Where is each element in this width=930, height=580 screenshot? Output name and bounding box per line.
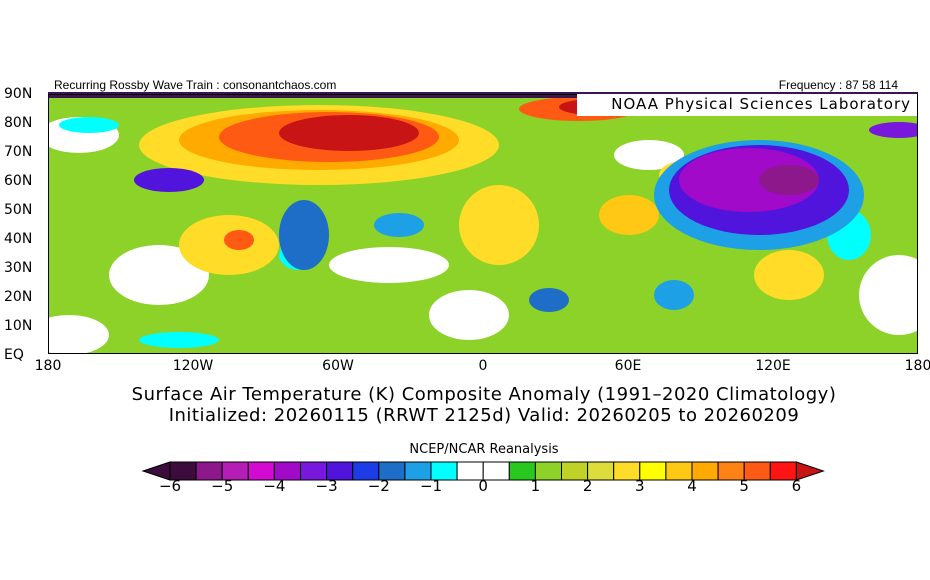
colorbar-tick-label: 3: [635, 477, 645, 495]
colorbar-tick-label: 4: [687, 477, 697, 495]
colorbar-high-arrow: [795, 461, 825, 481]
lat-label: 70N: [4, 144, 33, 160]
lon-label: 180: [904, 358, 930, 374]
colorbar: [141, 461, 825, 481]
lon-label: 120W: [172, 358, 214, 374]
lab-label: NOAA Physical Sciences Laboratory: [577, 94, 917, 116]
lat-label: EQ: [4, 347, 24, 363]
map-title: Surface Air Temperature (K) Composite An…: [131, 384, 837, 405]
anomaly-map: [48, 94, 918, 354]
top-border: [48, 92, 918, 94]
source-label: Recurring Rossby Wave Train : consonantc…: [54, 78, 337, 92]
lat-label: 20N: [4, 289, 33, 305]
colorbar-tick-label: −6: [158, 477, 182, 495]
colorbar-tick-label: −5: [211, 477, 234, 495]
cold-areas: [134, 122, 917, 312]
frequency-label: Frequency : 87 58 114: [778, 78, 898, 92]
colorbar-tick-label: −3: [315, 477, 338, 495]
lat-label: 80N: [4, 115, 33, 131]
lat-label: 30N: [4, 260, 33, 276]
colorbar-tick-label: −1: [419, 477, 443, 495]
colorbar-title: NCEP/NCAR Reanalysis: [409, 442, 559, 457]
colorbar-tick-label: −2: [367, 477, 390, 495]
lat-label: 90N: [4, 86, 33, 102]
warm-areas: [139, 97, 824, 300]
colorbar-tick-label: 2: [582, 477, 593, 495]
lat-label: 50N: [4, 202, 33, 218]
lat-label: 10N: [4, 318, 33, 334]
lon-label: 60W: [322, 358, 354, 374]
anomaly-field: [49, 95, 917, 353]
lon-label: 180: [34, 358, 62, 374]
lat-label: 60N: [4, 173, 33, 189]
colorbar-tick-label: 0: [478, 477, 488, 495]
lon-label: 60E: [614, 358, 642, 374]
lat-label: 40N: [4, 231, 33, 247]
colorbar-tick-label: 5: [739, 477, 749, 495]
colorbar-tick-label: −4: [263, 477, 286, 495]
map-subtitle: Initialized: 20260115 (RRWT 2125d) Valid…: [168, 405, 800, 426]
colorbar-tick-label: 6: [791, 477, 802, 495]
lon-label: 120E: [755, 358, 791, 374]
colorbar-tick-label: 1: [530, 477, 541, 495]
lon-label: 0: [478, 358, 488, 374]
